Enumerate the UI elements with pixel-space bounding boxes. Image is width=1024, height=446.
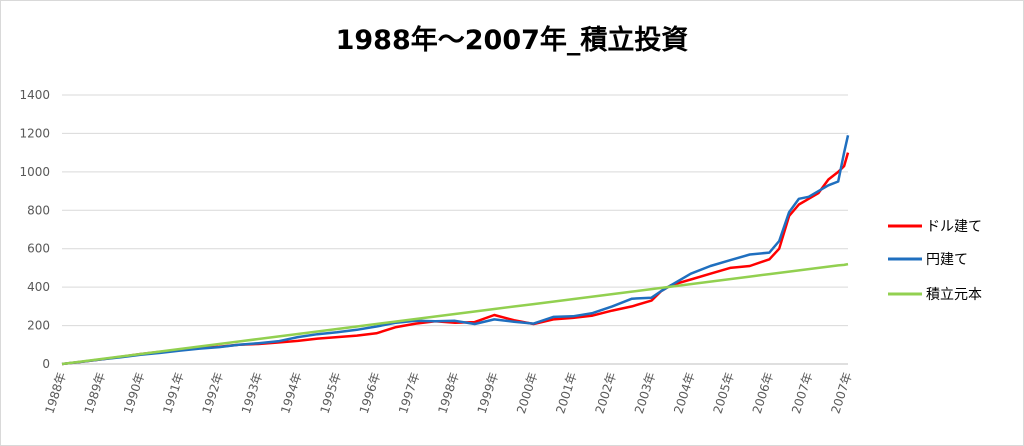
series-line-0	[61, 152, 850, 366]
x-tick-label: 2002年	[593, 371, 619, 416]
legend-label: 積立元本	[926, 287, 982, 303]
x-tick-label: 1994年	[278, 371, 304, 416]
x-tick-label: 1991年	[160, 371, 186, 416]
x-tick-label: 1992年	[200, 371, 226, 416]
x-tick-label: 1998年	[435, 371, 461, 416]
series-line-1	[61, 135, 850, 366]
y-tick-label: 600	[27, 242, 50, 256]
chart-title: 1988年～2007年_積立投資	[335, 25, 689, 56]
y-tick-label: 1000	[19, 165, 50, 179]
x-tick-label: 2007年	[789, 371, 815, 416]
y-tick-label: 200	[27, 319, 50, 333]
x-tick-label: 1989年	[82, 371, 108, 416]
x-tick-label: 2006年	[750, 371, 776, 416]
y-tick-label: 400	[27, 280, 50, 294]
y-tick-label: 0	[42, 357, 50, 371]
x-tick-label: 2005年	[710, 371, 736, 416]
legend-label: 円建て	[926, 252, 968, 268]
y-tick-label: 800	[27, 203, 50, 217]
x-tick-label: 2000年	[514, 371, 540, 416]
x-tick-label: 1993年	[239, 371, 265, 416]
x-tick-label: 1996年	[357, 371, 383, 416]
x-tick-label: 2007年	[828, 371, 854, 416]
x-tick-label: 1990年	[121, 371, 147, 416]
x-tick-label: 1995年	[317, 371, 343, 416]
legend-label: ドル建て	[926, 219, 982, 235]
y-tick-label: 1400	[19, 88, 50, 102]
x-tick-label: 1997年	[396, 371, 422, 416]
series-line-2	[61, 262, 849, 366]
x-tick-label: 1988年	[42, 371, 68, 416]
x-tick-label: 2001年	[553, 371, 579, 416]
y-tick-label: 1200	[19, 126, 50, 140]
x-tick-label: 2003年	[632, 371, 658, 416]
x-tick-label: 2004年	[671, 371, 697, 416]
x-tick-label: 1999年	[475, 371, 501, 416]
